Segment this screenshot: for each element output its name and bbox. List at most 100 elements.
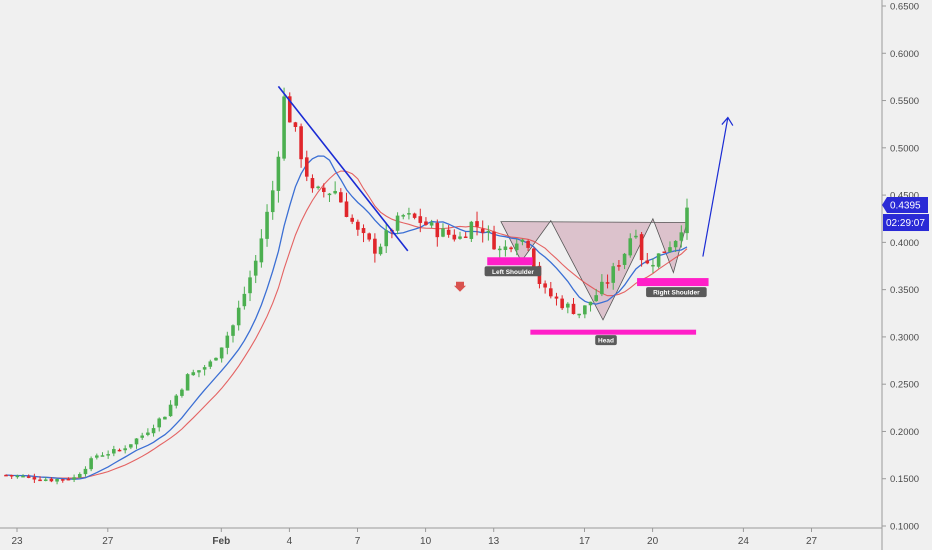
candle-body <box>219 347 224 359</box>
candle-body <box>316 186 320 189</box>
candle-body <box>55 478 59 482</box>
candle-body <box>66 478 71 481</box>
candle-body <box>236 307 241 326</box>
candle-body <box>15 475 20 478</box>
candle-body <box>208 361 213 367</box>
candle-body <box>112 449 116 454</box>
candle-body <box>458 236 462 239</box>
candle-body <box>401 215 406 217</box>
candle-body <box>480 228 485 233</box>
candle-body <box>645 260 650 264</box>
candle-body <box>95 455 99 458</box>
y-tick-label: 0.2000 <box>890 427 919 438</box>
pattern-label-tag <box>646 287 707 298</box>
candle-body <box>276 156 281 191</box>
x-tick-label: 10 <box>420 536 432 547</box>
candle-body <box>639 234 644 261</box>
candle-body <box>611 266 616 283</box>
candle-body <box>270 190 275 213</box>
candle-body <box>446 229 451 235</box>
candle-body <box>418 216 423 223</box>
pattern-label-text: Right Shoulder <box>653 290 700 297</box>
candle-body <box>202 367 207 370</box>
candle-body <box>622 253 627 265</box>
candle-body <box>486 230 491 233</box>
candle-body <box>628 238 633 256</box>
candle-body <box>60 479 65 481</box>
candle-body <box>594 295 598 302</box>
countdown-text: 02:29:07 <box>886 218 925 229</box>
candle-body <box>356 221 360 230</box>
candle-body <box>395 215 400 231</box>
candle-body <box>231 325 235 336</box>
candle-body <box>549 288 553 297</box>
x-tick-label: 23 <box>11 536 23 547</box>
candle-body <box>350 217 354 222</box>
last-price-badge <box>882 197 928 214</box>
y-tick-label: 0.6500 <box>890 2 919 13</box>
candle-body <box>685 207 689 234</box>
pattern-label-tag <box>484 266 542 277</box>
candle-body <box>407 213 411 215</box>
candle-body <box>344 201 349 217</box>
candle-body <box>168 404 173 417</box>
candle-body <box>49 478 54 482</box>
candle-body <box>214 357 218 361</box>
candle-body <box>526 240 530 248</box>
candle-body <box>4 474 8 477</box>
candle-body <box>129 444 133 448</box>
candle-body <box>26 476 31 478</box>
candle-body <box>412 213 417 218</box>
candle-body <box>679 232 684 241</box>
x-tick-label: 24 <box>738 536 750 547</box>
candle-body <box>304 157 309 177</box>
slow-moving-average-line <box>5 170 688 479</box>
candle-body <box>373 238 377 254</box>
candle-body <box>339 192 343 203</box>
x-tick-label: 4 <box>287 536 293 547</box>
candle-body <box>106 454 110 456</box>
y-tick-label: 0.4500 <box>890 191 919 202</box>
candle-body <box>492 231 496 250</box>
pattern-label-text: Head <box>598 338 614 345</box>
x-tick-label: 17 <box>579 536 591 547</box>
x-tick-label: 27 <box>806 536 818 547</box>
inverse-head-and-shoulders-pattern <box>500 217 688 321</box>
candle-body <box>634 235 638 238</box>
candle-body <box>429 222 434 226</box>
candle-body <box>32 477 37 480</box>
y-tick-label: 0.4000 <box>890 238 919 249</box>
candle-body <box>651 264 655 267</box>
right-shoulder-level-bar <box>637 278 709 287</box>
candle-body <box>543 283 547 288</box>
candle-body <box>503 246 508 250</box>
candle-body <box>322 187 326 193</box>
y-tick-label: 0.2500 <box>890 380 919 391</box>
y-tick-label: 0.1500 <box>890 474 919 485</box>
pattern-label-tag <box>595 335 617 346</box>
x-tick-label: 20 <box>647 536 659 547</box>
candle-body <box>441 228 445 237</box>
candle-body <box>163 416 167 420</box>
candle-body <box>673 240 678 248</box>
candle-body <box>180 389 184 396</box>
candle-body <box>225 335 230 348</box>
x-tick-label: Feb <box>212 536 230 547</box>
candle-body <box>588 301 593 306</box>
y-tick-label: 0.5500 <box>890 96 919 107</box>
candle-body <box>72 477 76 480</box>
candle-body <box>452 234 457 240</box>
candle-body <box>668 247 672 252</box>
candle-body <box>367 233 371 240</box>
candle-body <box>117 449 122 452</box>
candle-body <box>361 228 366 234</box>
candle-body <box>157 418 162 428</box>
candle-body <box>134 438 139 445</box>
x-tick-label: 27 <box>102 536 114 547</box>
candle-body <box>100 455 105 457</box>
head-level-bar <box>530 329 697 335</box>
candle-body <box>265 211 269 239</box>
